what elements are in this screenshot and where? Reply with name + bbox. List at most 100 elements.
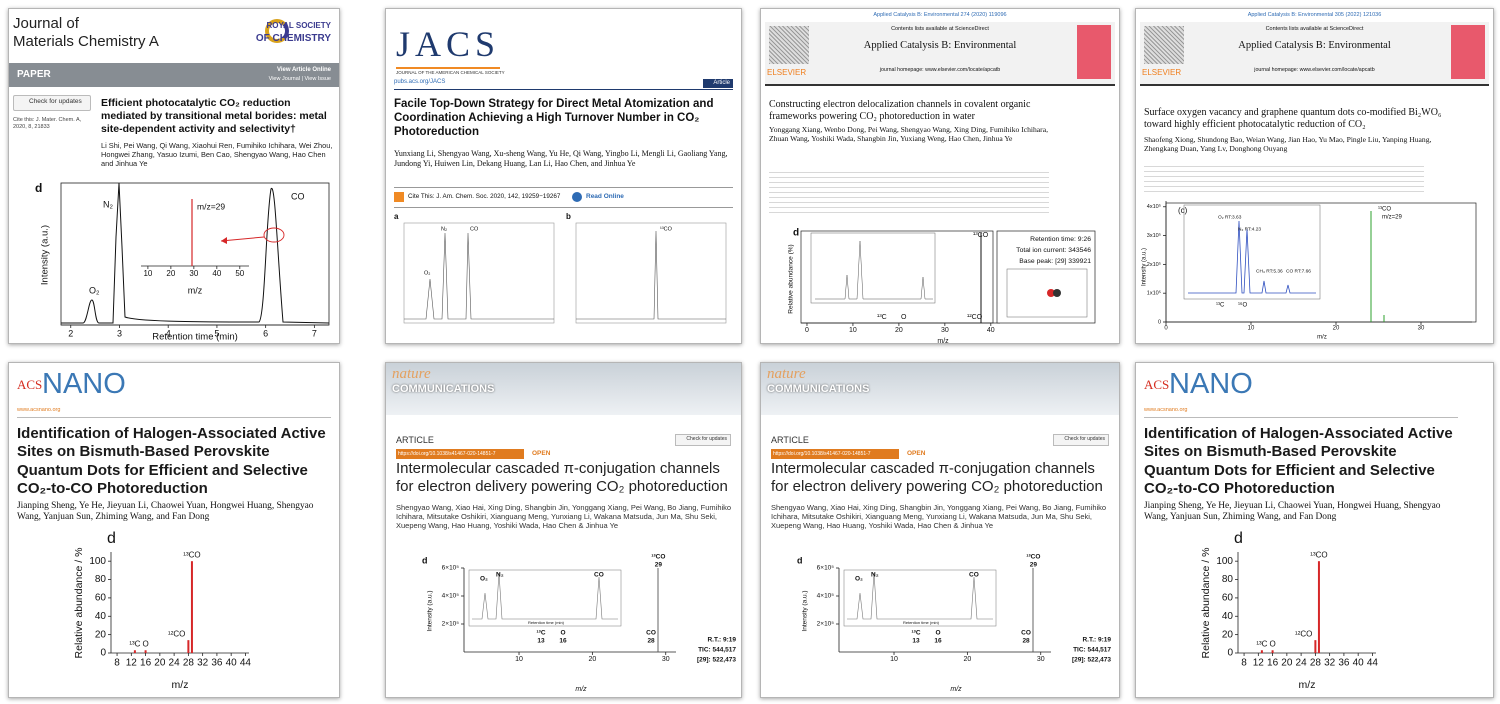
- y-axis-label: Relative abundance (%): [788, 244, 795, 313]
- section-label: ARTICLE: [396, 435, 434, 445]
- peak-bar: [1317, 561, 1320, 653]
- inset-label: CH₄ RT:5.36: [1256, 268, 1283, 274]
- x-axis-label: m/z: [937, 338, 949, 343]
- x-tick-label: 30: [1037, 656, 1045, 663]
- peak-bar: [187, 640, 190, 653]
- peak-label: ¹³C: [129, 639, 140, 648]
- mini-spectrum: [1006, 268, 1088, 318]
- section-label: ARTICLE: [771, 435, 809, 445]
- journal-banner: [386, 363, 741, 415]
- x-tick-label: 8: [114, 658, 120, 669]
- affiliations: [1144, 163, 1424, 193]
- access-label: OPEN: [532, 450, 551, 457]
- section-tag: [703, 79, 733, 88]
- authors: Li Shi, Pei Wang, Qi Wang, Xiaohui Ren, …: [101, 141, 333, 169]
- peak-label: ¹³CO: [1310, 550, 1327, 559]
- article-title: Efficient photocatalytic CO₂ reduction m…: [101, 97, 327, 135]
- x-tick-label: 5: [214, 328, 219, 338]
- read-online: Read Online: [586, 193, 624, 200]
- article-title: Identification of Halogen-Associated Act…: [17, 425, 326, 497]
- chart-label: ¹³CO: [1378, 207, 1391, 213]
- logo-rule: [396, 67, 500, 69]
- x-tick-label: 50: [235, 269, 244, 278]
- x-tick-label: 20: [895, 327, 903, 334]
- x-tick-label: 20: [166, 269, 175, 278]
- section-bar: [9, 63, 339, 87]
- rule: [1144, 417, 1458, 418]
- x-tick-label: 20: [1281, 658, 1293, 669]
- info-text: TIC: 544,517: [1073, 647, 1111, 654]
- x-tick-label: 20: [963, 656, 971, 663]
- info-text: R.T.: 9:19: [1082, 637, 1111, 644]
- panel-label: (c): [1178, 206, 1188, 215]
- y-tick-label: 60: [1222, 593, 1234, 604]
- arrow: [220, 236, 265, 242]
- panel-label: a: [394, 212, 399, 221]
- chart-label: ¹³C: [877, 314, 887, 321]
- chart-label: N₂: [871, 572, 879, 579]
- contents-note: Contents lists available at ScienceDirec…: [1265, 26, 1364, 32]
- y-tick-label: 2×10⁵: [442, 621, 460, 628]
- doi-link: https://doi.org/10.1038/s41467-020-14851…: [398, 451, 496, 457]
- peak-label: ¹³CO: [651, 554, 665, 561]
- y-axis-label: Intensity (a.u.): [40, 225, 51, 285]
- chart-label: m/z=29: [1382, 215, 1403, 221]
- section-label: Article: [713, 80, 730, 86]
- molecule: [1053, 289, 1061, 297]
- x-tick-label: 7: [312, 328, 317, 338]
- y-axis-label: Relative abundance / %: [73, 548, 85, 659]
- y-axis-label: Intensity (a.u.): [1142, 248, 1148, 286]
- x-tick-label: 36: [1338, 658, 1350, 669]
- inset-label: O₂ RT:3.63: [1218, 214, 1242, 220]
- paper-panel: nature COMMUNICATIONS ARTICLE https://doi.o…: [385, 362, 742, 698]
- y-tick-label: 20: [95, 629, 107, 640]
- section-label: PAPER: [17, 69, 51, 80]
- x-tick-label: 28: [183, 658, 195, 669]
- chart: a b O₂ N₂ CO ¹³CO: [394, 212, 727, 324]
- chart-label: ¹²CO: [967, 314, 983, 321]
- journal-cover: [1077, 25, 1111, 79]
- inset-label: N₂ RT:4.23: [1238, 226, 1261, 232]
- chart-label: CO: [470, 226, 479, 232]
- paper-panel: ACS NANO www.acsnano.org Identification of …: [1135, 362, 1494, 698]
- peak-label: O: [935, 630, 940, 637]
- journal-banner: [761, 363, 1119, 415]
- x-tick-label: 10: [515, 656, 523, 663]
- chart-label: N₂: [441, 226, 447, 232]
- peak-label: ¹²CO: [168, 629, 185, 638]
- x-tick-label: 16: [1267, 658, 1279, 669]
- x-axis-label: Retention time (min): [152, 332, 238, 343]
- x-tick-label: 30: [941, 327, 949, 334]
- paper-panel: nature COMMUNICATIONS ARTICLE https://doi.o…: [760, 362, 1120, 698]
- peak-trace: [472, 572, 618, 620]
- journal-logo: NANO: [42, 368, 126, 400]
- chart-label: ¹³CO: [973, 232, 989, 239]
- chart-label: N₂: [496, 572, 504, 579]
- doi-link: https://doi.org/10.1038/s41467-020-14851…: [773, 451, 871, 457]
- authors: Shengyao Wang, Xiao Hai, Xing Ding, Shan…: [771, 503, 1107, 531]
- y-tick-label: 80: [1222, 574, 1234, 585]
- y-tick-label: 40: [1222, 611, 1234, 622]
- publisher-tree: [1144, 26, 1184, 64]
- x-tick-label: 44: [240, 658, 252, 669]
- chart-label: O₂: [855, 576, 863, 583]
- journal-url: www.acsnano.org: [17, 407, 61, 413]
- x-tick-label: 0: [1164, 326, 1168, 332]
- peak-label: O: [142, 639, 148, 648]
- journal-name: Applied Catalysis B: Environmental: [1238, 40, 1391, 51]
- publisher-name: ELSEVIER: [1142, 68, 1182, 77]
- rule: [394, 89, 733, 90]
- chart: 0 10 20 30 0 1x10⁵ 2x10⁵ 3x10⁵ 4x10⁵ m/z Intensity…: [1142, 201, 1477, 341]
- inset-frame: [468, 569, 622, 627]
- y-tick-label: 40: [95, 611, 107, 622]
- journal-logo: JACS: [396, 24, 501, 64]
- journal-logo: nature: [392, 366, 431, 382]
- citation: Cite This: J. Am. Chem. Soc. 2020, 142, …: [408, 193, 561, 200]
- chart-label: O₂: [424, 270, 430, 276]
- journal-homepage: journal homepage: www.elsevier.com/locat…: [1254, 67, 1375, 73]
- publisher-name: ROYAL SOCIETY: [266, 21, 331, 30]
- y-axis-label: Relative abundance / %: [1200, 548, 1212, 659]
- plot-frame: [575, 222, 727, 324]
- x-tick-label: 2: [68, 328, 73, 338]
